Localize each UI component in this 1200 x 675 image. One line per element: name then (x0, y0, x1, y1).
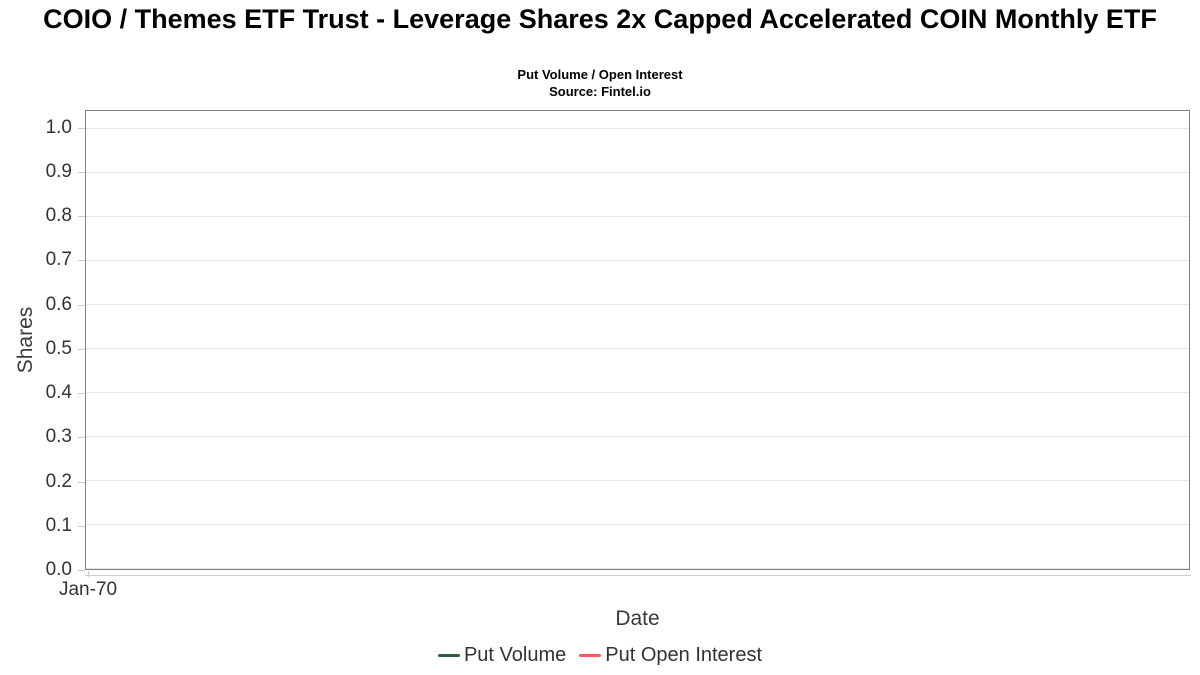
legend-item-put-volume[interactable]: Put Volume (437, 644, 567, 667)
y-tick-label: 0.3 (45, 426, 72, 447)
x-tick-label: Jan-70 (58, 579, 118, 600)
x-axis-title: Date (615, 607, 660, 630)
gridline (86, 303, 1189, 305)
y-tick-label: 0.1 (45, 515, 72, 536)
y-tick-mark (78, 216, 85, 217)
x-tick-mark (88, 571, 89, 577)
y-tick-mark (78, 305, 85, 306)
legend-label: Put Open Interest (605, 644, 763, 666)
legend-item-put-open-interest[interactable]: Put Open Interest (579, 644, 762, 667)
gridline (86, 435, 1189, 437)
y-tick-mark (78, 260, 85, 261)
x-axis-line (85, 575, 1191, 576)
y-tick-label: 0.6 (45, 294, 72, 315)
y-tick-mark (78, 482, 85, 483)
gridline (86, 479, 1189, 481)
plot-area (85, 110, 1190, 570)
y-tick-label: 0.7 (45, 249, 72, 270)
legend: Put Volume Put Open Interest (0, 644, 1200, 667)
y-tick-mark (78, 526, 85, 527)
y-tick-label: 0.8 (45, 205, 72, 226)
gridline (86, 127, 1189, 129)
gridline (86, 523, 1189, 525)
legend-line-swatch (437, 654, 460, 657)
gridline (86, 259, 1189, 261)
gridline (86, 568, 1189, 569)
y-tick-label: 0.5 (45, 338, 72, 359)
y-tick-label: 0.4 (45, 382, 72, 403)
y-tick-label: 0.2 (45, 471, 72, 492)
gridline (86, 347, 1189, 349)
y-tick-mark (78, 128, 85, 129)
y-tick-label: 0.0 (45, 559, 72, 580)
y-tick-mark (78, 393, 85, 394)
chart-subtitle: Put Volume / Open Interest (517, 67, 683, 82)
chart-source-note: Source: Fintel.io (549, 84, 651, 99)
gridline (86, 171, 1189, 173)
y-tick-mark (78, 172, 85, 173)
y-tick-mark (78, 349, 85, 350)
y-tick-label: 0.9 (45, 161, 72, 182)
y-tick-label: 1.0 (45, 117, 72, 138)
chart-title: COIO / Themes ETF Trust - Leverage Share… (43, 4, 1157, 34)
y-tick-mark (78, 437, 85, 438)
y-tick-mark (78, 570, 85, 571)
legend-label: Put Volume (463, 644, 567, 666)
gridline (86, 391, 1189, 393)
gridline (86, 215, 1189, 217)
legend-line-swatch (579, 654, 602, 657)
